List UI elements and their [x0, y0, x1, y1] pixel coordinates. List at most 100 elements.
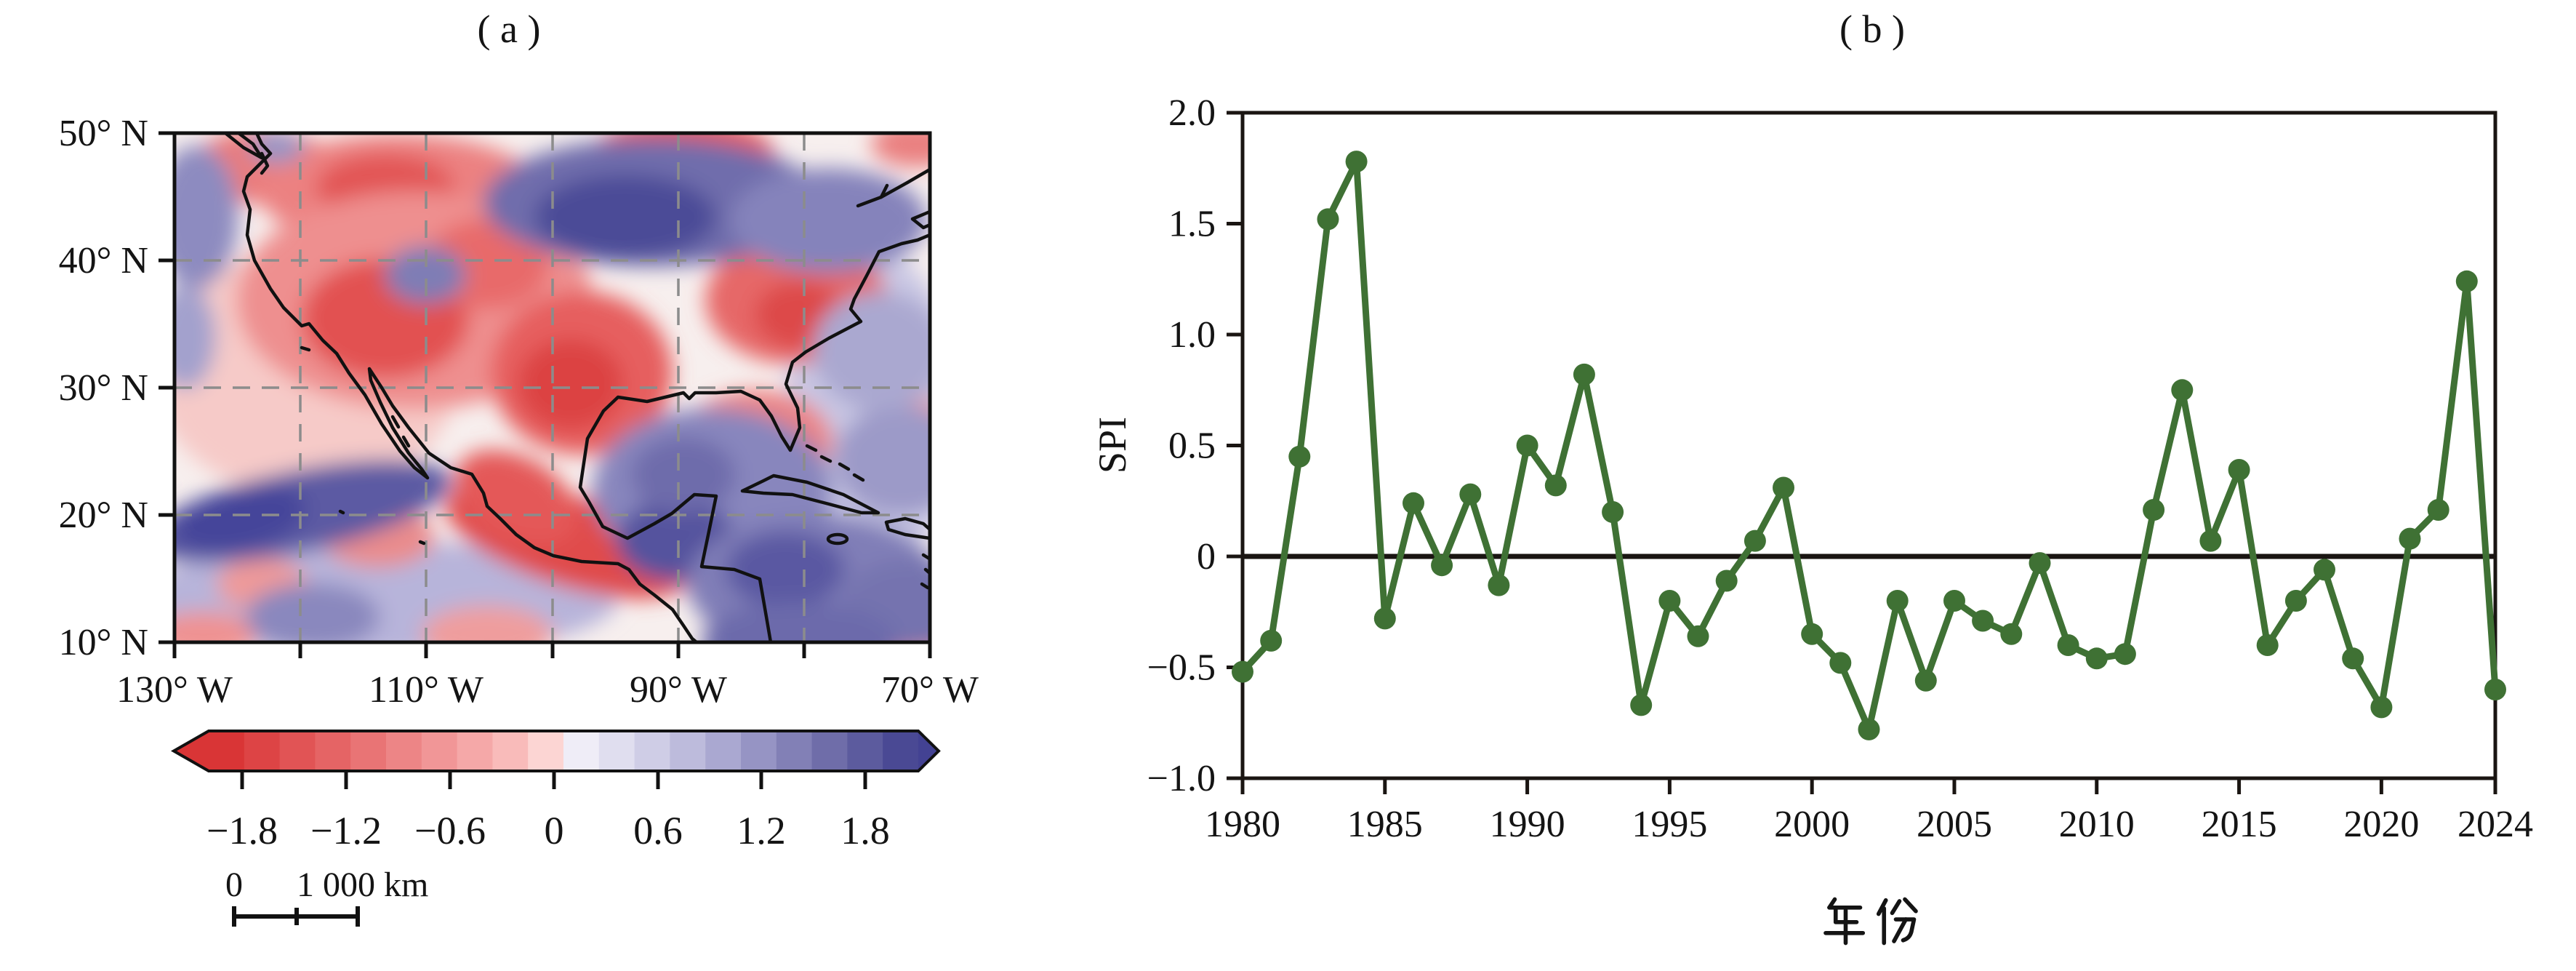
spi-marker — [2029, 552, 2051, 575]
lon-tick-labels: 130° W 110° W 90° W 70° W — [116, 669, 979, 711]
x-tick-label: 2024 — [2457, 804, 2533, 845]
x-axis-label-glyphs — [1823, 897, 1918, 946]
spi-marker — [2284, 590, 2307, 612]
spi-marker — [1232, 660, 1253, 683]
spi-map: 50° N 40° N 30° N 20° N 10° N 130° W 110° W 90… — [59, 113, 979, 711]
spi-marker — [1573, 363, 1595, 385]
scalebar-zero-label: 0 — [225, 866, 243, 904]
spi-map-field — [174, 133, 930, 642]
colorbar-segment — [598, 731, 635, 771]
colorbar-tick-label: −1.8 — [206, 809, 278, 852]
y-tick-label: −1.0 — [1147, 758, 1216, 799]
spi-marker — [1403, 492, 1424, 514]
spi-marker — [1488, 574, 1510, 596]
y-tick-label: 1.5 — [1168, 204, 1216, 245]
lon-tick-label: 90° W — [630, 669, 727, 711]
lat-tick-label: 30° N — [59, 367, 148, 409]
spi-marker — [2000, 623, 2023, 645]
colorbar-segment — [811, 731, 848, 771]
panel-b-title: ( b ) — [1839, 7, 1905, 51]
colorbar-segment — [244, 731, 281, 771]
spi-marker — [1715, 570, 1738, 592]
spi-marker — [2427, 499, 2449, 521]
colorbar-segment — [492, 731, 529, 771]
y-axis-label: SPI — [1091, 417, 1134, 473]
lat-tick-labels: 50° N 40° N 30° N 20° N 10° N — [59, 113, 148, 663]
spi-marker — [2370, 696, 2393, 719]
spi-marker — [2085, 647, 2108, 670]
colorbar-segment — [634, 731, 671, 771]
colorbar-segment — [528, 731, 564, 771]
spi-marker — [1829, 652, 1852, 674]
spi-marker — [1773, 476, 1794, 499]
spi-marker — [1260, 629, 1283, 652]
scalebar-distance-label: 1 000 km — [297, 866, 428, 904]
x-tick-label: 2020 — [2343, 804, 2419, 845]
spi-marker — [1687, 625, 1709, 647]
colorbar-tick-labels: −1.8 −1.2 −0.6 0 0.6 1.2 1.8 — [206, 809, 890, 852]
colorbar-tick-label: −0.6 — [414, 809, 486, 852]
spi-marker — [2199, 530, 2222, 552]
spi-marker — [1658, 590, 1681, 612]
spi-marker — [1288, 445, 1311, 468]
colorbar-segment — [457, 731, 494, 771]
spi-marker — [2171, 379, 2194, 401]
spi-marker — [1602, 501, 1624, 523]
x-tick-label: 1980 — [1205, 804, 1280, 845]
colorbar-outline — [170, 730, 941, 772]
x-tick-label: 2015 — [2202, 804, 2277, 845]
spi-marker — [1345, 151, 1368, 173]
colorbar-segment — [279, 731, 316, 771]
spi-marker — [2314, 559, 2335, 581]
spi-marker — [1943, 590, 1965, 612]
lon-tick-label: 130° W — [116, 669, 233, 711]
spi-marker — [1801, 623, 1823, 645]
y-tick-label: 1.0 — [1168, 314, 1216, 356]
x-tick-label: 1995 — [1632, 804, 1707, 845]
x-tick-label: 2000 — [1774, 804, 1850, 845]
chart-border — [1240, 111, 2497, 780]
spi-marker — [2484, 679, 2506, 700]
lat-tick-label: 10° N — [59, 622, 148, 663]
spi-marker — [1373, 607, 1396, 630]
scalebar: 0 1 000 km — [225, 866, 428, 927]
lat-tick-label: 40° N — [59, 240, 148, 281]
spi-marker — [2455, 270, 2478, 292]
colorbar-tick-label: 0 — [545, 809, 564, 852]
spi-line — [1240, 158, 2499, 733]
colorbar-segment — [563, 731, 600, 771]
colorbar-tick-label: 1.2 — [737, 809, 786, 852]
colorbar-ticks — [240, 771, 867, 789]
panel-a-title: ( a ) — [478, 7, 541, 51]
map-ticks — [159, 131, 932, 658]
colorbar-tick-label: 0.6 — [633, 809, 683, 852]
spi-marker — [1886, 590, 1909, 612]
lon-tick-label: 110° W — [369, 669, 483, 711]
spi-marker — [2256, 634, 2279, 656]
colorbar: −1.8 −1.2 −0.6 0 0.6 1.2 1.8 — [170, 730, 941, 852]
spi-marker — [1858, 718, 1880, 740]
spi-marker — [2342, 647, 2364, 670]
x-tick-labels: 1980 1985 1990 1995 2000 2005 2010 2015 2020 2024 — [1205, 804, 2533, 845]
spi-marker — [1516, 434, 1538, 457]
spi-marker — [1544, 474, 1567, 497]
colorbar-segment — [209, 731, 245, 771]
lat-tick-label: 50° N — [59, 113, 148, 154]
colorbar-tick-label: −1.2 — [310, 809, 382, 852]
colorbar-tick-label: 1.8 — [840, 809, 890, 852]
x-tick-label: 2010 — [2059, 804, 2135, 845]
spi-marker — [1914, 669, 1937, 692]
spi-marker — [2228, 459, 2250, 481]
colorbar-segment — [670, 731, 706, 771]
lon-tick-label: 70° W — [881, 669, 979, 711]
colorbar-segment — [350, 731, 387, 771]
colorbar-segment — [421, 731, 458, 771]
x-tick-label: 1990 — [1490, 804, 1565, 845]
colorbar-segment — [776, 731, 813, 771]
x-axis-ticks — [1240, 778, 2497, 794]
spi-chart: 2.0 1.5 1.0 0.5 0 −0.5 −1.0 1980 1985 1990 1995 20… — [1091, 92, 2533, 946]
spi-marker — [2114, 643, 2136, 666]
y-tick-label: 0.5 — [1168, 425, 1216, 467]
